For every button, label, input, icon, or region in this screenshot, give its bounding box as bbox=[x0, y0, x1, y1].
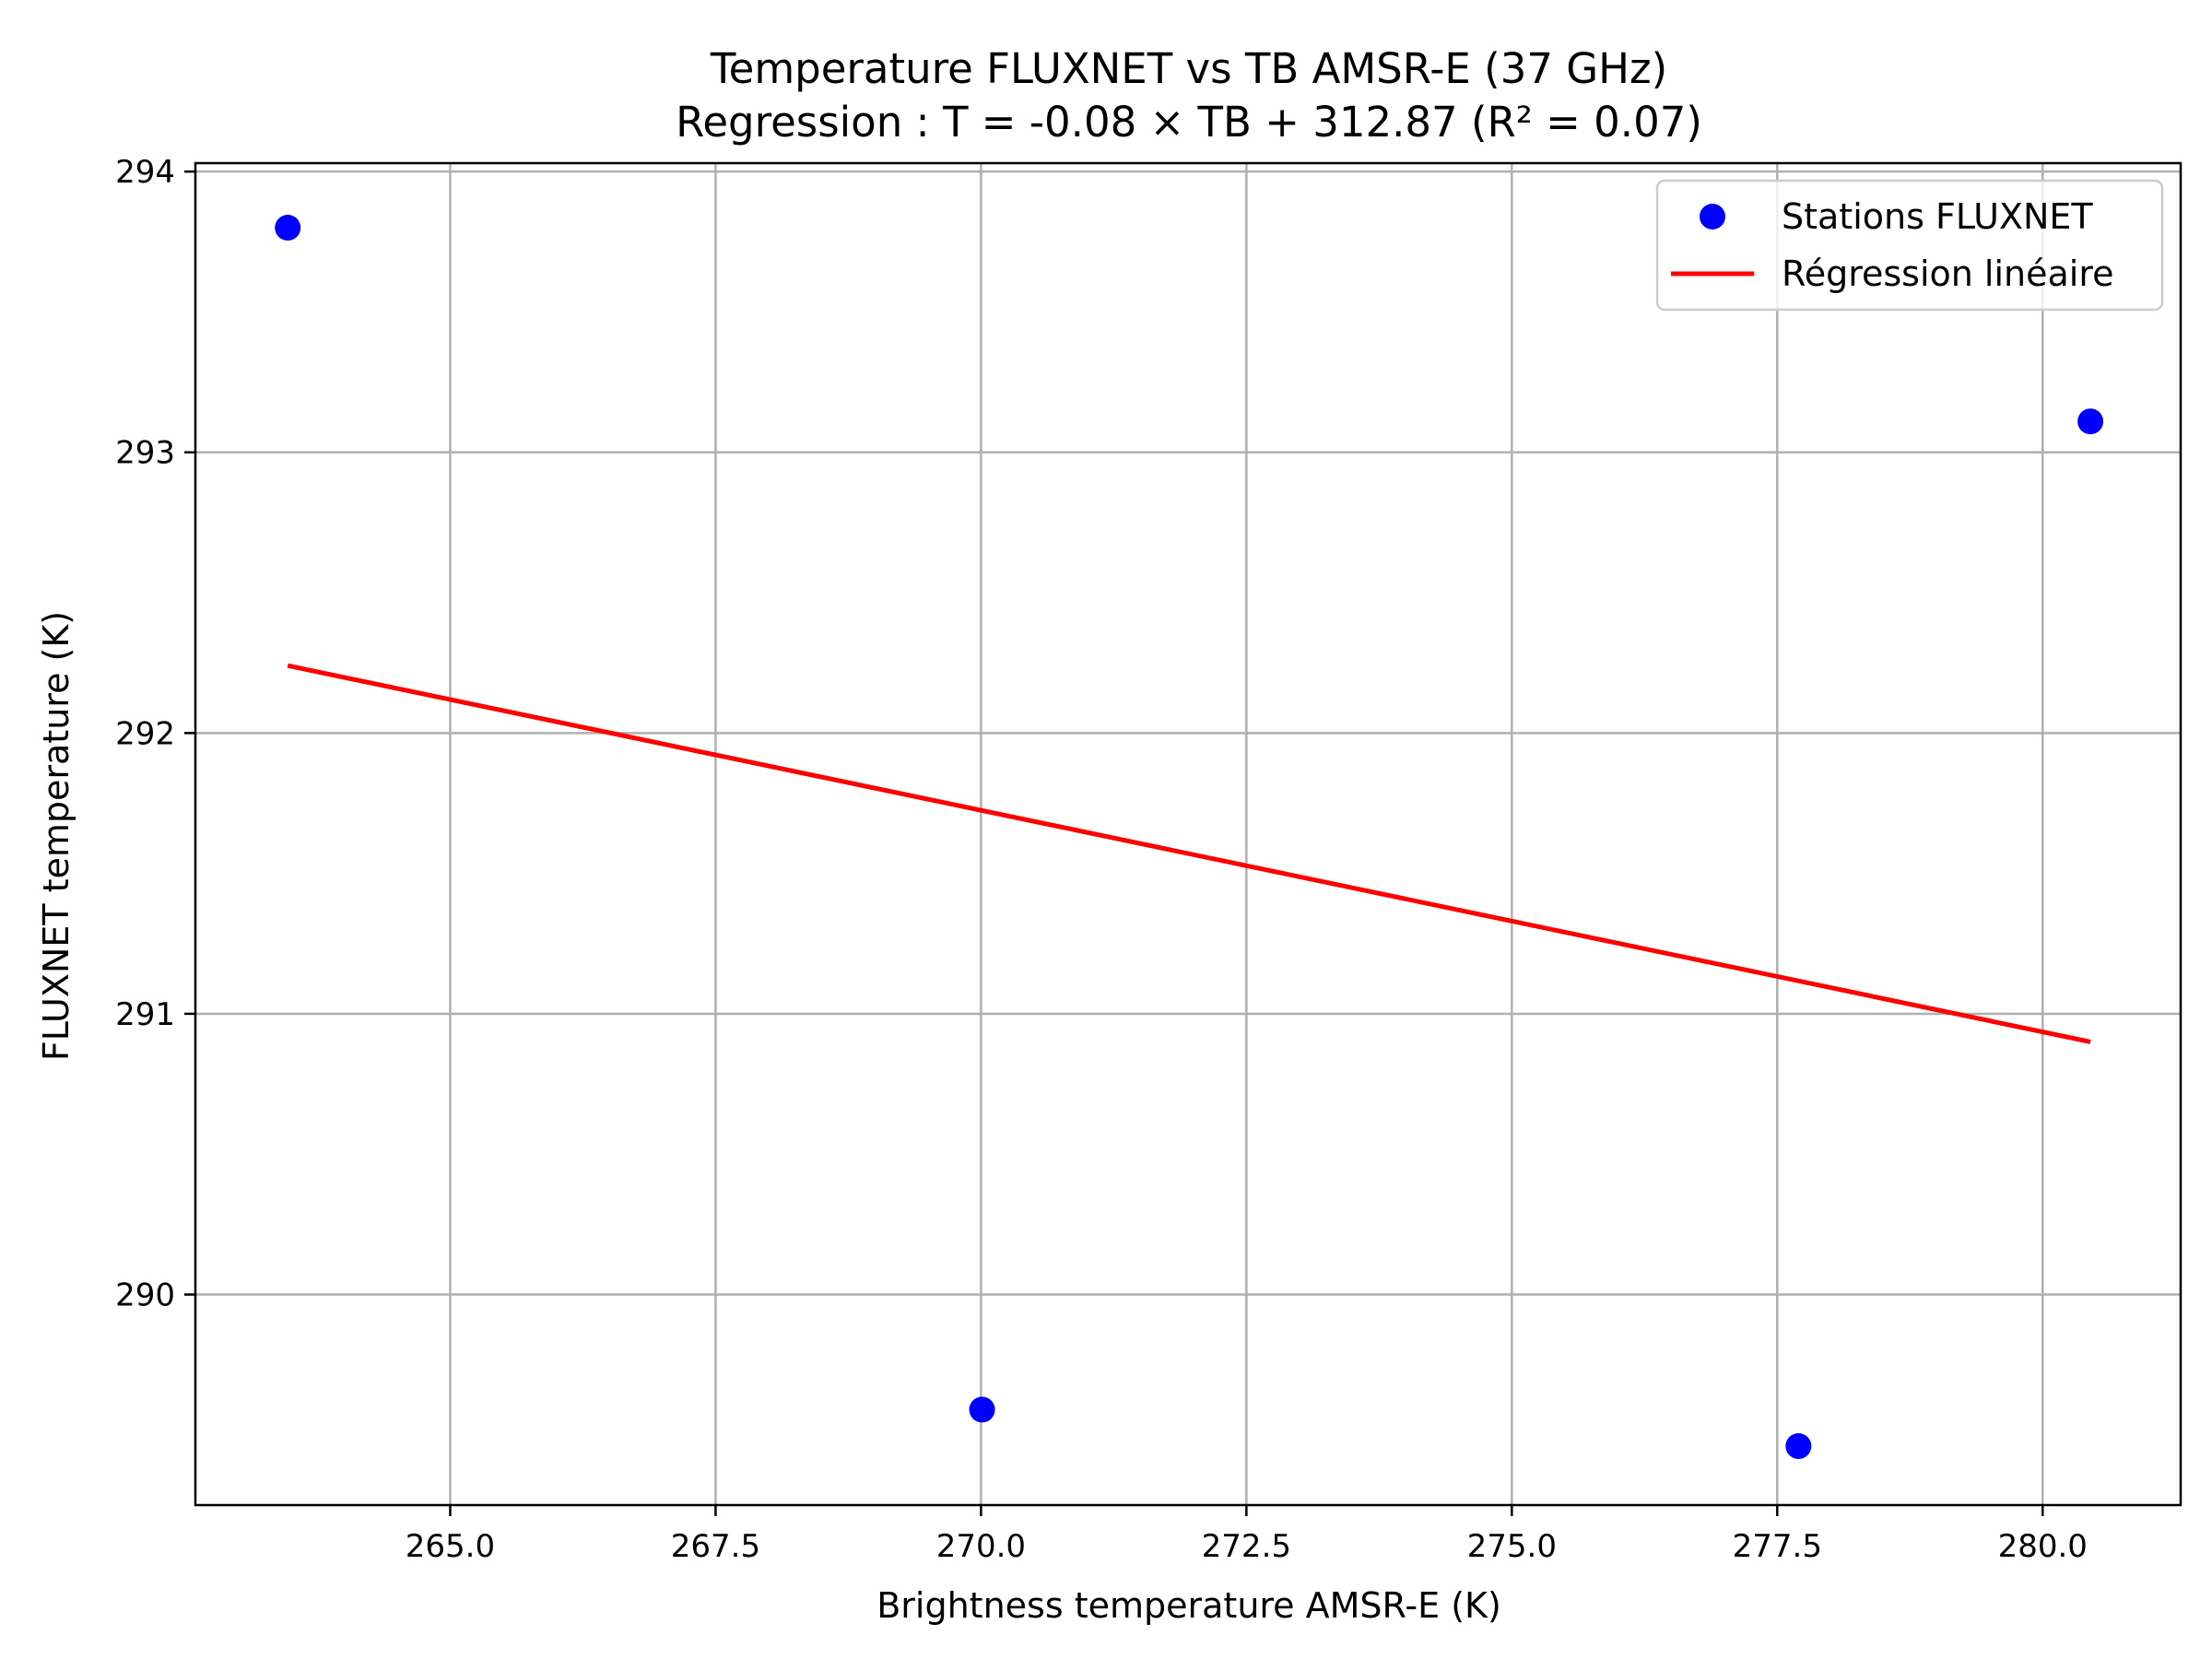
x-axis-ticks: 265.0 267.5 270.0 272.5 275.0 277.5 280.0 bbox=[406, 1505, 2088, 1565]
x-tick-label: 277.5 bbox=[1733, 1528, 1822, 1565]
legend-box bbox=[1655, 179, 2164, 312]
x-tick-label: 267.5 bbox=[671, 1528, 760, 1565]
legend-label-scatter: Stations FLUXNET bbox=[1782, 196, 2093, 237]
regression-series bbox=[287, 663, 2091, 1044]
plot-area-frame bbox=[194, 161, 2183, 1507]
legend: Stations FLUXNET Régression linéaire bbox=[1655, 179, 2164, 312]
scatter-point bbox=[275, 215, 301, 241]
scatter-point bbox=[969, 1396, 995, 1423]
x-axis-label: Brightness temperature AMSR-E (K) bbox=[877, 1585, 1501, 1626]
chart-title: Temperature FLUXNET vs TB AMSR-E (37 GHz… bbox=[676, 44, 1702, 147]
scatter-series bbox=[275, 215, 2104, 1460]
chart-subtitle: Regression : T = -0.08 × TB + 312.87 (R²… bbox=[676, 98, 1702, 147]
y-tick-label: 290 bbox=[115, 1277, 175, 1314]
scatter-point bbox=[2077, 408, 2104, 435]
y-tick-label: 293 bbox=[115, 435, 175, 472]
scatter-point bbox=[1785, 1433, 1812, 1460]
x-tick-label: 265.0 bbox=[406, 1528, 495, 1565]
y-tick-label: 292 bbox=[115, 715, 175, 752]
x-tick-label: 272.5 bbox=[1202, 1528, 1291, 1565]
gridlines bbox=[195, 163, 2181, 1505]
y-axis-ticks: 290 291 292 293 294 bbox=[115, 154, 195, 1314]
regression-line bbox=[287, 663, 2091, 1044]
x-tick-label: 270.0 bbox=[936, 1528, 1026, 1565]
chart-title-line1: Temperature FLUXNET vs TB AMSR-E (37 GHz… bbox=[710, 44, 1667, 93]
y-axis-label: FLUXNET temperature (K) bbox=[36, 611, 76, 1061]
y-tick-label: 294 bbox=[115, 154, 175, 191]
x-tick-label: 280.0 bbox=[1998, 1528, 2088, 1565]
legend-label-line: Régression linéaire bbox=[1782, 253, 2114, 294]
legend-marker-scatter bbox=[1700, 204, 1725, 229]
x-tick-label: 275.0 bbox=[1467, 1528, 1557, 1565]
y-tick-label: 291 bbox=[115, 996, 175, 1033]
